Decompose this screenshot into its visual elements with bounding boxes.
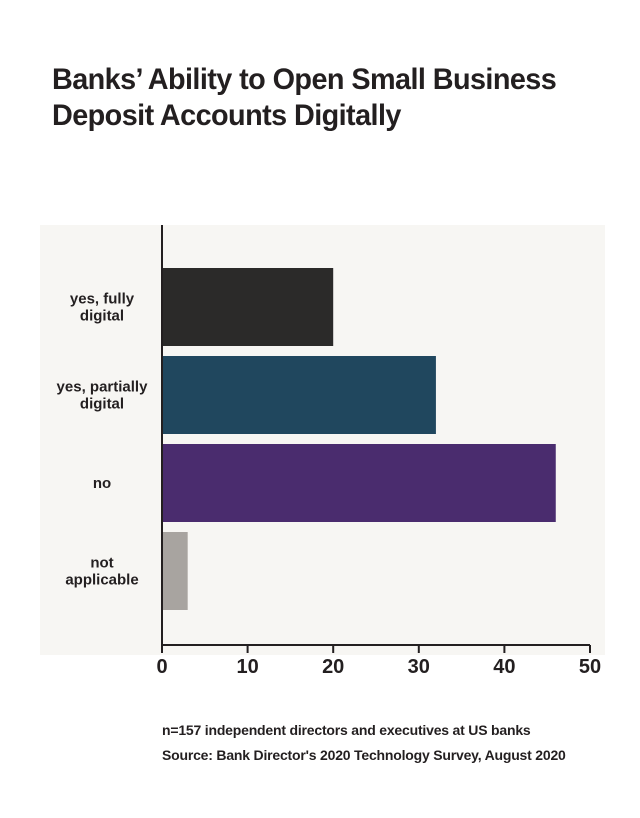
chart-title: Banks’ Ability to Open Small Business De… <box>52 62 590 134</box>
category-label-3: not applicable <box>65 555 138 589</box>
category-label-0: yes, fully digital <box>70 291 135 325</box>
x-tick-label-4: 40 <box>493 656 515 678</box>
x-tick-label-1: 10 <box>236 656 258 678</box>
x-tick-label-0: 0 <box>156 656 167 678</box>
sample-note: n=157 independent directors and executiv… <box>162 722 531 738</box>
category-label-line: yes, fully <box>70 291 135 308</box>
bar-2 <box>162 444 556 522</box>
x-tick-label-2: 20 <box>322 656 344 678</box>
chart-title-line-1: Banks’ Ability to Open Small Business <box>52 63 557 96</box>
category-label-line: no <box>93 475 111 492</box>
category-label-2: no <box>93 475 111 492</box>
category-label-line: applicable <box>65 572 138 589</box>
chart-title-line-2: Deposit Accounts Digitally <box>52 99 401 132</box>
x-tick-label-3: 30 <box>408 656 430 678</box>
category-label-1: yes, partially digital <box>57 379 149 413</box>
category-label-line: digital <box>80 308 124 325</box>
x-tick-label-5: 50 <box>579 656 601 678</box>
bar-1 <box>162 356 436 434</box>
bar-0 <box>162 268 334 346</box>
bar-3 <box>162 532 188 610</box>
category-label-line: digital <box>80 396 124 413</box>
category-label-line: not <box>90 555 113 572</box>
source-note: Source: Bank Director's 2020 Technology … <box>162 747 566 763</box>
category-label-line: yes, partially <box>57 379 149 396</box>
